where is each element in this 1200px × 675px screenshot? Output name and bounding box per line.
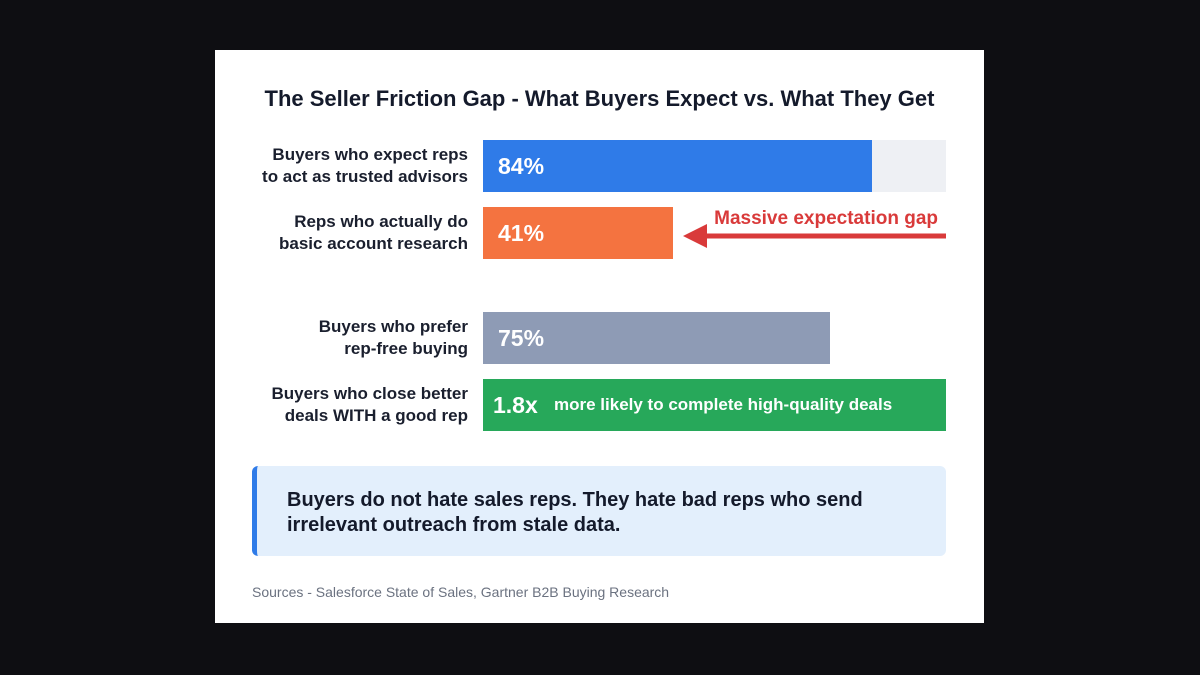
source: Sources - Salesforce State of Sales, Gar… (252, 584, 670, 600)
value-label: 41% (498, 220, 545, 246)
highlight-value: 1.8x (493, 392, 538, 418)
callout-box: Buyers do not hate sales reps. They hate… (252, 466, 946, 556)
category-label: Buyers who prefer rep-free buying (318, 317, 468, 358)
callout-text: Buyers do not hate sales reps. They hate… (287, 489, 863, 536)
category-label: Buyers who expect reps to act as trusted… (262, 145, 468, 186)
bar: 84% (483, 140, 872, 192)
card: The Seller Friction Gap - What Buyers Ex… (215, 50, 984, 623)
bar: 41% (483, 207, 673, 259)
bar: 75% (483, 312, 831, 364)
category-label: Buyers who close better deals WITH a goo… (271, 384, 468, 425)
value-label: 75% (498, 325, 545, 351)
value-label: 84% (498, 153, 545, 179)
highlight-bar: 1.8x more likely to complete high-quality… (483, 379, 946, 431)
annotation: Massive expectation gap (714, 208, 938, 229)
category-label: Reps who actually do basic account resea… (279, 212, 468, 253)
chart-title: The Seller Friction Gap - What Buyers Ex… (264, 86, 935, 111)
highlight-text: more likely to complete high-quality dea… (554, 395, 893, 414)
